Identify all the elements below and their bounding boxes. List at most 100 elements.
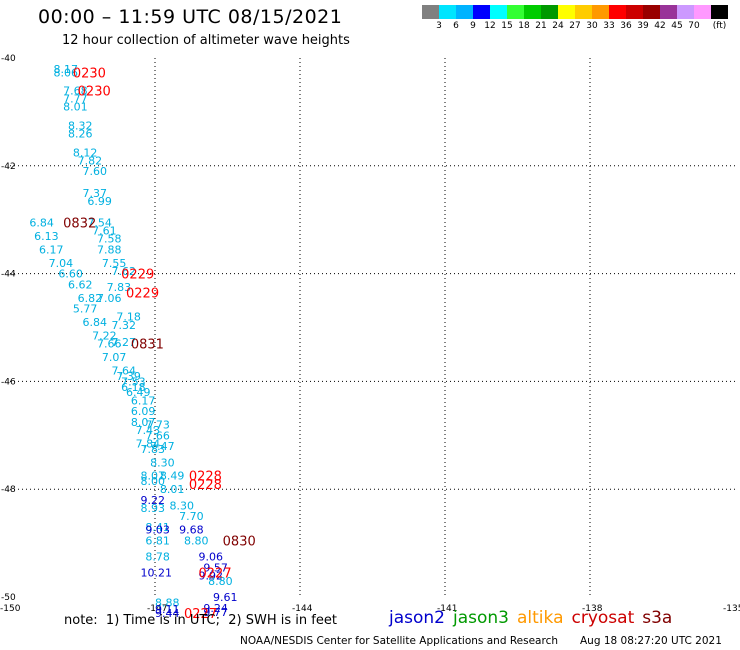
satellite-name: cryosat <box>571 608 635 628</box>
wave-height-value: 8.41 <box>145 521 170 534</box>
wave-height-value: 8.88 <box>155 596 180 609</box>
wave-height-value: 8.93 <box>141 502 166 515</box>
wave-height-value: 8.30 <box>150 456 175 469</box>
legend-swatch <box>473 5 490 19</box>
wave-height-value: 8.78 <box>145 551 170 564</box>
longitude-label: -150 <box>0 604 21 614</box>
wave-height-value: 6.84 <box>29 216 54 229</box>
legend-label: 30 <box>586 21 598 31</box>
legend-swatch <box>422 5 439 19</box>
latitude-label: -50 <box>1 593 16 603</box>
latitude-label: -42 <box>1 162 16 172</box>
pass-time-label: 0229 <box>126 286 159 301</box>
wave-height-value: 7.39 <box>116 370 141 383</box>
legend-swatch <box>660 5 677 19</box>
legend-swatch <box>626 5 643 19</box>
satellite-name: s3a <box>642 608 673 628</box>
wave-height-value: 8.17 <box>54 63 79 76</box>
legend-swatch <box>694 5 711 19</box>
satellite-name: altika <box>517 608 564 628</box>
wave-height-value: 7.88 <box>97 243 122 256</box>
wave-height-value: 7.83 <box>107 281 131 294</box>
wave-height-value: 9.92 <box>199 569 224 582</box>
wave-height-value: 7.66 <box>145 429 170 442</box>
wave-height-value: 7.47 <box>150 440 175 453</box>
wave-height-value: 8.07 <box>141 470 166 483</box>
wave-height-value: 10.21 <box>141 567 173 580</box>
wave-height-value: 8.30 <box>170 499 195 512</box>
wave-height-value: 8.00 <box>141 475 166 488</box>
wave-height-value: 6.60 <box>58 268 82 281</box>
pass-time-label: 0229 <box>121 268 154 283</box>
wave-height-value: 7.61 <box>92 224 117 237</box>
wave-height-value: 6.18 <box>121 381 145 394</box>
legend-label: 12 <box>484 21 496 31</box>
satellite-name: jason3 <box>453 608 509 628</box>
legend-label: 36 <box>620 21 632 31</box>
wave-height-value: 6.84 <box>83 316 108 329</box>
wave-height-value: 9.77 <box>203 606 228 619</box>
wave-height-value: 9.68 <box>179 524 204 537</box>
wave-height-value: 7.06 <box>97 292 122 305</box>
pass-time-label: 0228 <box>189 470 222 485</box>
legend-swatch <box>609 5 626 19</box>
footer-note: note: 1) Time is in UTC; 2) SWH is in fe… <box>64 613 337 628</box>
longitude-label: -141 <box>437 604 457 614</box>
wave-height-value: 8.01 <box>160 483 185 496</box>
legend-label: 39 <box>637 21 649 31</box>
legend-label: 70 <box>688 21 700 31</box>
wave-height-value: 7.60 <box>83 165 108 178</box>
legend-swatch <box>558 5 575 19</box>
wave-height-value: 6.13 <box>34 230 59 243</box>
longitude-label: -144 <box>292 604 313 614</box>
wave-height-value: 7.66 <box>97 338 122 351</box>
legend-label: 9 <box>470 21 476 31</box>
color-legend <box>422 5 728 19</box>
generated-timestamp: Aug 18 08:27:20 UTC 2021 <box>580 635 722 647</box>
wave-height-value: 9.03 <box>145 524 170 537</box>
satellite-legend: jason2 jason3 altika cryosat s3a <box>389 608 680 628</box>
wave-height-value: 7.27 <box>112 336 137 349</box>
wave-height-value: 8.06 <box>54 67 79 80</box>
wave-height-value: 7.58 <box>97 233 122 246</box>
wave-height-value: 6.81 <box>145 534 170 547</box>
wave-height-value: 7.64 <box>112 365 137 378</box>
wave-height-value: 9.57 <box>203 561 228 574</box>
wave-height-value: 8.49 <box>160 470 185 483</box>
credit-line: NOAA/NESDIS Center for Satellite Applica… <box>240 635 558 647</box>
legend-label: 24 <box>552 21 564 31</box>
legend-label: 15 <box>501 21 513 31</box>
wave-height-value: 8.80 <box>208 575 233 588</box>
wave-height-value: 9.44 <box>155 607 180 620</box>
color-legend-labels: 3 6 9 12 15 18 21 24 27 30 33 36 39 42 45 70 (ft) <box>422 21 728 33</box>
legend-swatch <box>490 5 507 19</box>
wave-height-value: 8.32 <box>68 119 93 132</box>
wave-height-value: 8.80 <box>184 534 209 547</box>
observations-layer: 8.178.067.687.778.018.328.268.127.827.60… <box>29 63 237 620</box>
wave-height-value: 6.82 <box>78 292 103 305</box>
legend-swatch <box>643 5 660 19</box>
wave-height-value: 7.32 <box>112 319 137 332</box>
pass-time-label: 0832 <box>63 216 96 231</box>
legend-swatch <box>575 5 592 19</box>
legend-swatch <box>456 5 473 19</box>
wave-height-value: 7.53 <box>121 375 145 388</box>
legend-swatch <box>439 5 456 19</box>
wave-height-value: 7.73 <box>145 419 170 432</box>
legend-swatch <box>524 5 541 19</box>
pass-time-label: 0227 <box>199 567 232 582</box>
wave-height-value: 7.37 <box>83 187 108 200</box>
legend-swatch <box>541 5 558 19</box>
legend-label: 27 <box>569 21 581 31</box>
pass-time-label: 0230 <box>73 67 106 82</box>
wave-height-value: 9.22 <box>141 494 166 507</box>
map-title: 00:00 – 11:59 UTC 08/15/2021 <box>38 6 343 28</box>
legend-label: 3 <box>436 21 442 31</box>
wave-height-value: 7.43 <box>136 424 161 437</box>
wave-height-value: 6.49 <box>126 386 151 399</box>
latitude-label: -44 <box>1 270 16 280</box>
wave-height-value: 6.17 <box>131 394 156 407</box>
pass-time-label: 0227 <box>184 607 217 622</box>
